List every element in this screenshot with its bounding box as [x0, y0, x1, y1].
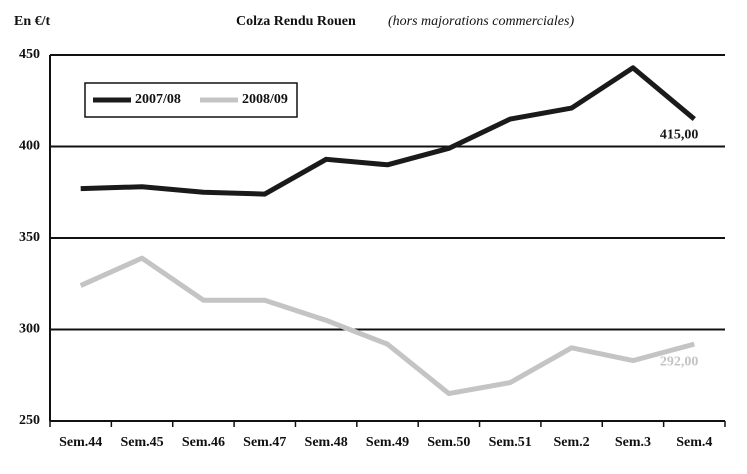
x-tick-label: Sem.48 — [305, 435, 348, 450]
x-tick-label: Sem.47 — [243, 435, 286, 450]
legend-label: 2007/08 — [135, 92, 181, 107]
y-tick-label: 400 — [19, 139, 40, 154]
value-label: 292,00 — [660, 354, 699, 369]
x-tick-label: Sem.46 — [182, 435, 225, 450]
chart-subtitle: (hors majorations commerciales) — [388, 14, 574, 29]
y-tick-label: 300 — [19, 322, 40, 337]
x-tick-label: Sem.51 — [489, 435, 532, 450]
series-line — [79, 255, 695, 397]
y-tick-label: 250 — [19, 413, 40, 428]
y-axis-label: En €/t — [14, 14, 51, 29]
x-tick-label: Sem.45 — [120, 435, 163, 450]
x-tick-label: Sem.4 — [676, 435, 712, 450]
x-tick-label: Sem.49 — [366, 435, 409, 450]
chart-title: Colza Rendu Rouen — [236, 14, 356, 29]
value-label: 415,00 — [660, 127, 699, 142]
legend-label: 2008/09 — [242, 92, 288, 107]
series-line — [80, 65, 696, 197]
x-tick-label: Sem.3 — [615, 435, 651, 450]
y-tick-label: 450 — [19, 47, 40, 62]
y-tick-label: 350 — [19, 230, 40, 245]
x-tick-label: Sem.2 — [554, 435, 590, 450]
x-tick-label: Sem.44 — [59, 435, 102, 450]
x-tick-label: Sem.50 — [427, 435, 470, 450]
